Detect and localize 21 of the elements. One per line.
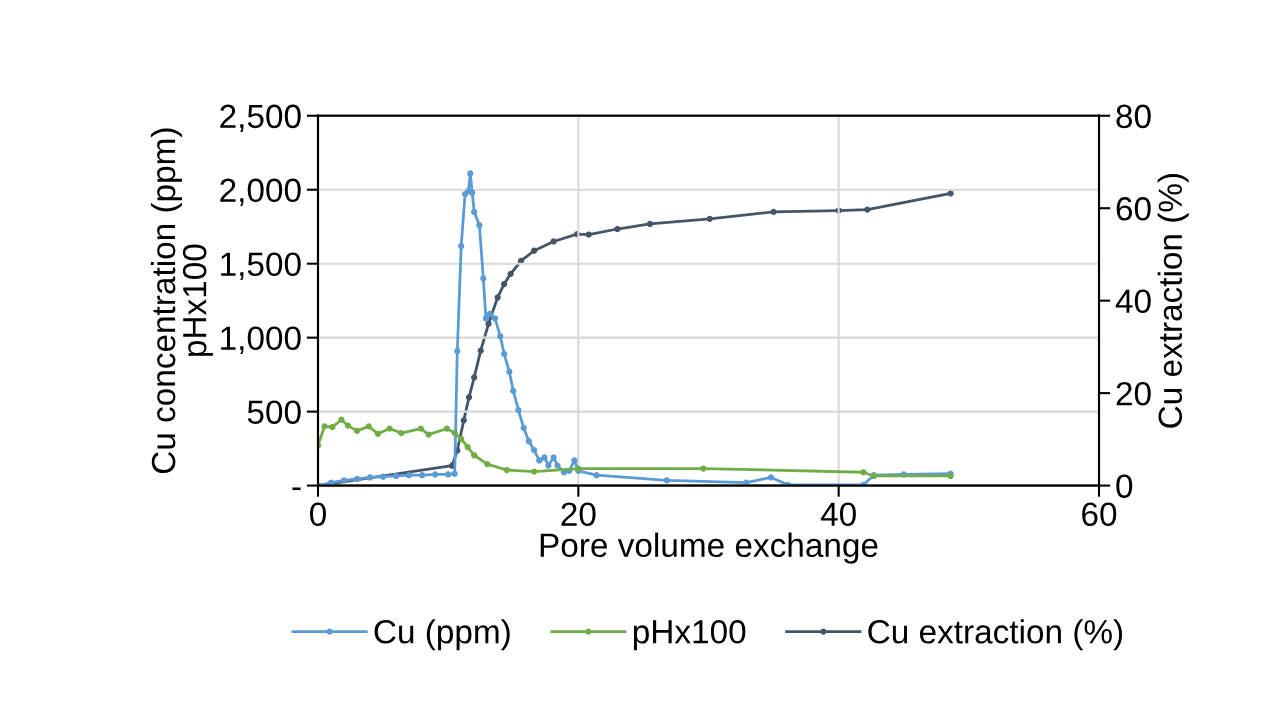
x-tick-label: 0 [310, 502, 326, 527]
legend-label: Cu extraction (%) [868, 619, 1123, 651]
y2-tick-label: 80 [1116, 104, 1151, 129]
legend-label: Cu (ppm) [374, 619, 510, 651]
x-tick-label: 60 [1082, 502, 1117, 527]
y-tick-label: 2,000 [220, 178, 301, 207]
y2-tick-label: 20 [1116, 381, 1151, 406]
y2-tick-label: 60 [1116, 197, 1151, 221]
y2-axis-title: Cu extraction (%) [1157, 173, 1189, 428]
y-tick-label: 1,000 [221, 326, 301, 354]
y-tick-label: 500 [247, 400, 301, 425]
y-axis-title: Cu concentration (ppm) pHx100 [150, 128, 214, 474]
y2-tick-label: 40 [1115, 289, 1151, 314]
y-tick-label: - [292, 487, 301, 491]
legend-label: pHx100 [633, 620, 746, 651]
x-tick-label: 40 [820, 502, 856, 527]
y2-tick-label: 0 [1116, 474, 1133, 498]
x-tick-label: 20 [561, 502, 596, 527]
y-tick-label: 1,500 [221, 252, 301, 281]
y-tick-label: 2,500 [220, 104, 301, 133]
x-axis-title: Pore volume exchange [540, 532, 878, 564]
